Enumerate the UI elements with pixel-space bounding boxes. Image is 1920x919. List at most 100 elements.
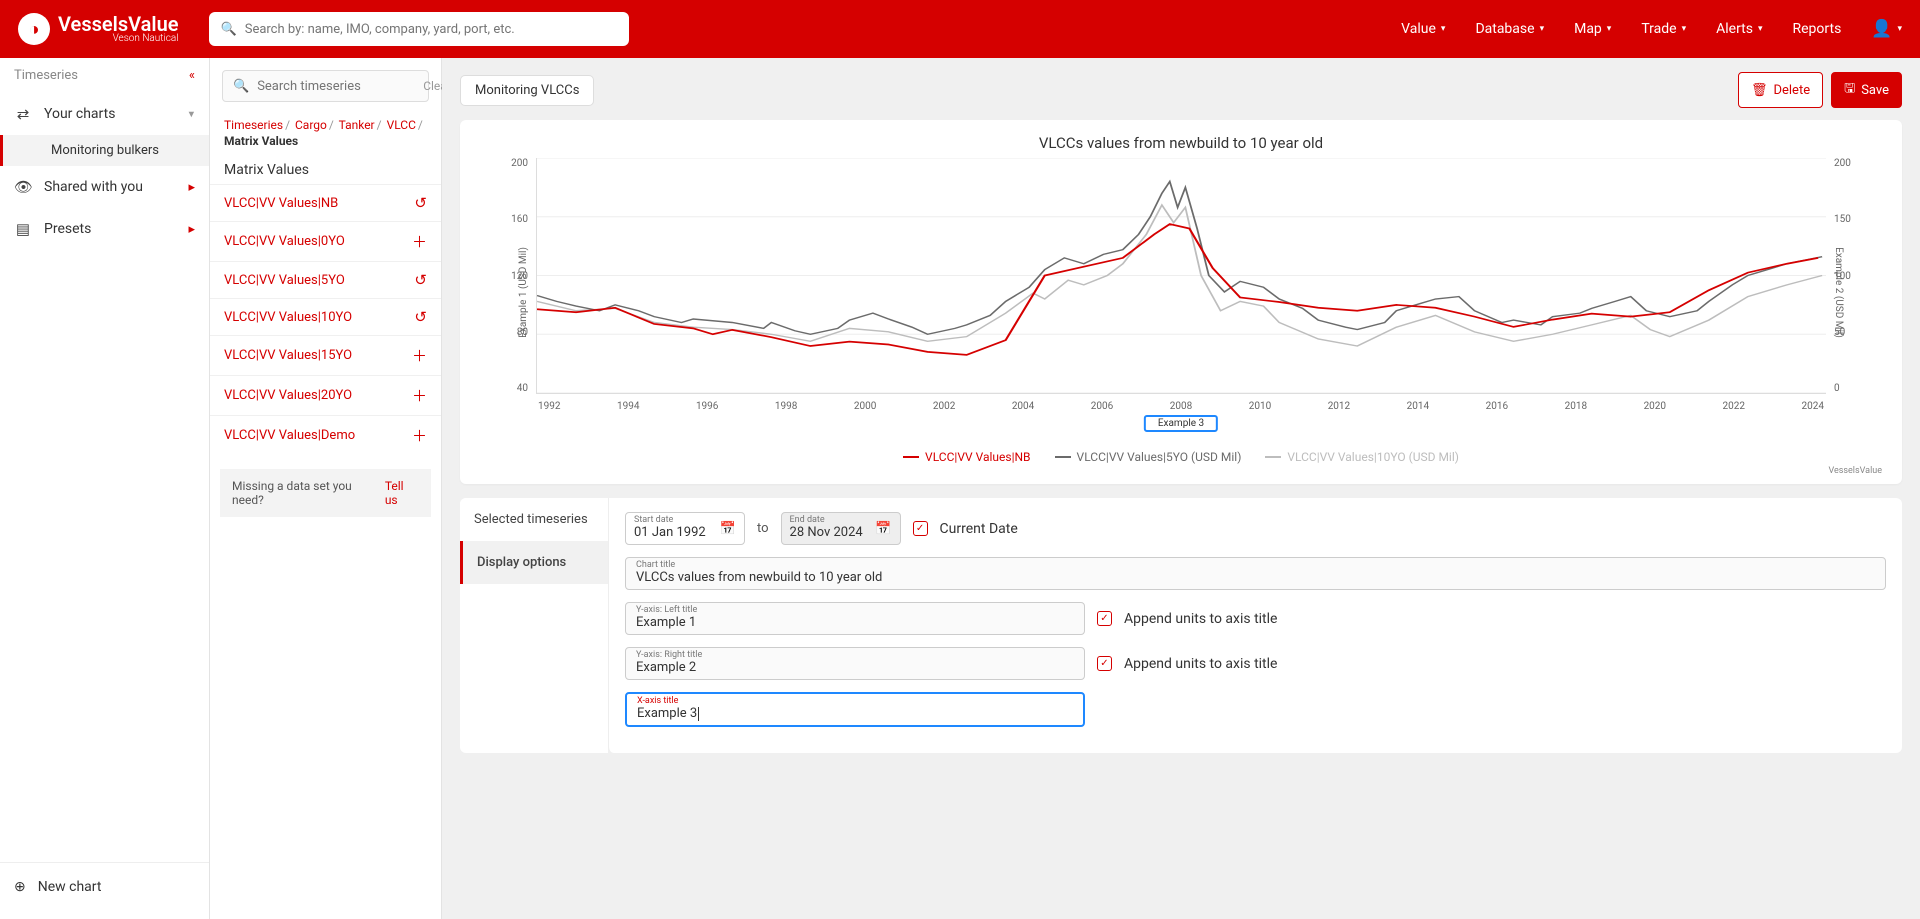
- series-row[interactable]: VLCC|VV Values|10YO ↺: [210, 298, 441, 335]
- series-label: VLCC|VV Values|10YO: [224, 310, 352, 325]
- series-list: VLCC|VV Values|NB↺VLCC|VV Values|0YO＋VLC…: [210, 184, 441, 455]
- search-icon: 🔍: [221, 22, 237, 37]
- append-units-left-checkbox[interactable]: ✓: [1097, 611, 1112, 626]
- nav-alerts[interactable]: Alerts▾: [1716, 21, 1762, 37]
- legend-label: VLCC|VV Values|NB: [925, 450, 1031, 464]
- chevron-down-icon: ▾: [1758, 24, 1763, 34]
- chart-legend: VLCC|VV Values|NB VLCC|VV Values|5YO (USD…: [480, 450, 1882, 464]
- legend-label: VLCC|VV Values|5YO (USD Mil): [1077, 450, 1242, 464]
- rail-presets[interactable]: ▤ Presets ▸: [0, 208, 209, 250]
- content-area: Monitoring VLCCs 🗑Delete 🖫Save VLCCs val…: [442, 58, 1920, 919]
- chevron-down-icon: ▾: [1682, 24, 1687, 34]
- x-axis-title-field[interactable]: X-axis title Example 3: [625, 692, 1085, 727]
- tab-display-options[interactable]: Display options: [460, 541, 608, 584]
- tab-selected-timeseries[interactable]: Selected timeseries: [460, 498, 608, 541]
- save-icon: 🖫: [1844, 79, 1855, 101]
- chevron-down-icon: ▾: [1441, 24, 1446, 34]
- x-axis-title-chip: Example 3: [1144, 415, 1218, 432]
- crumb-current: Matrix Values: [224, 134, 427, 148]
- chevron-down-icon: ▾: [1897, 24, 1902, 34]
- collapse-icon[interactable]: «: [189, 68, 195, 83]
- global-search-input[interactable]: [245, 22, 617, 37]
- search-icon: 🔍: [233, 79, 249, 94]
- plus-icon[interactable]: ＋: [412, 425, 427, 446]
- top-bar: ◑ VesselsValue Veson Nautical 🔍 Value▾ D…: [0, 0, 1920, 58]
- tell-us-link[interactable]: Tell us: [385, 479, 419, 507]
- options-tabs: Selected timeseries Display options: [460, 498, 608, 753]
- nav-trade[interactable]: Trade▾: [1641, 21, 1686, 37]
- legend-label: VLCC|VV Values|10YO (USD Mil): [1287, 450, 1459, 464]
- series-label: VLCC|VV Values|20YO: [224, 388, 352, 403]
- legend-swatch: [903, 456, 919, 458]
- new-chart-button[interactable]: ⊕ New chart: [0, 862, 209, 919]
- series-row[interactable]: VLCC|VV Values|20YO ＋: [210, 375, 441, 415]
- chevron-down-icon: ▸: [186, 111, 199, 117]
- series-row[interactable]: VLCC|VV Values|Demo＋: [210, 415, 441, 455]
- left-rail: Timeseries « ⇄ Your charts ▸ Monitoring …: [0, 58, 210, 919]
- undo-icon[interactable]: ↺: [414, 271, 427, 289]
- chart-credit: VesselsValue: [480, 466, 1882, 476]
- crumb[interactable]: VLCC: [387, 118, 416, 132]
- save-button[interactable]: 🖫Save: [1831, 72, 1902, 108]
- legend-item[interactable]: VLCC|VV Values|5YO (USD Mil): [1055, 450, 1242, 464]
- plus-icon[interactable]: ＋: [412, 345, 427, 366]
- series-label: VLCC|VV Values|NB: [224, 196, 338, 211]
- series-label: VLCC|VV Values|0YO: [224, 234, 345, 249]
- legend-item[interactable]: VLCC|VV Values|10YO (USD Mil): [1265, 450, 1459, 464]
- delete-button[interactable]: 🗑Delete: [1738, 72, 1823, 108]
- undo-icon[interactable]: ↺: [414, 308, 427, 326]
- series-section-title: Matrix Values: [210, 150, 441, 184]
- user-menu[interactable]: 👤▾: [1871, 19, 1902, 39]
- current-date-checkbox[interactable]: ✓: [913, 521, 928, 536]
- series-panel: 🔍 Clear Timeseries/ Cargo/ Tanker/ VLCC/…: [210, 58, 442, 919]
- chart-plot[interactable]: [536, 158, 1826, 394]
- x-axis-ticks: 1992199419961998200020022004200620082010…: [536, 401, 1826, 412]
- user-icon: 👤: [1871, 19, 1892, 39]
- calendar-icon: 📅: [720, 521, 736, 536]
- series-row[interactable]: VLCC|VV Values|0YO ＋: [210, 221, 441, 261]
- trash-icon: 🗑: [1751, 83, 1768, 98]
- nav-map[interactable]: Map▾: [1574, 21, 1611, 37]
- series-row[interactable]: VLCC|VV Values|15YO＋: [210, 335, 441, 375]
- series-search-input[interactable]: [257, 79, 423, 94]
- chart-card: VLCCs values from newbuild to 10 year ol…: [460, 120, 1902, 484]
- y-right-ticks: 200150100500: [1830, 158, 1858, 394]
- series-search[interactable]: 🔍 Clear: [222, 70, 429, 102]
- append-units-right-checkbox[interactable]: ✓: [1097, 656, 1112, 671]
- chart-title-field[interactable]: Chart title VLCCs values from newbuild t…: [625, 557, 1886, 590]
- list-icon: ▤: [14, 220, 32, 238]
- global-search[interactable]: 🔍: [209, 12, 629, 46]
- start-date-field[interactable]: Start date 01 Jan 1992 📅: [625, 512, 745, 545]
- rail-your-charts[interactable]: ⇄ Your charts ▸: [0, 93, 209, 135]
- y-right-title-field[interactable]: Y-axis: Right title Example 2: [625, 647, 1085, 680]
- content-toolbar: Monitoring VLCCs 🗑Delete 🖫Save: [460, 72, 1902, 108]
- logo-icon: ◑: [18, 13, 50, 45]
- options-body: Start date 01 Jan 1992 📅 to End date 28 …: [608, 498, 1902, 753]
- plus-icon[interactable]: ＋: [412, 231, 427, 252]
- swap-icon: ⇄: [14, 105, 32, 123]
- rail-monitoring-bulkers[interactable]: Monitoring bulkers: [0, 135, 209, 166]
- nav-database[interactable]: Database▾: [1475, 21, 1544, 37]
- y-left-title-field[interactable]: Y-axis: Left title Example 1: [625, 602, 1085, 635]
- crumb[interactable]: Cargo: [295, 118, 327, 132]
- crumb[interactable]: Timeseries: [224, 118, 283, 132]
- plus-circle-icon: ⊕: [14, 879, 26, 895]
- crumb[interactable]: Tanker: [339, 118, 375, 132]
- chart-svg: [537, 158, 1826, 393]
- nav-reports[interactable]: Reports: [1793, 21, 1842, 37]
- series-label: VLCC|VV Values|5YO: [224, 273, 345, 288]
- chevron-right-icon: ▸: [188, 222, 195, 237]
- y-left-ticks: 2001601208040: [504, 158, 532, 394]
- undo-icon[interactable]: ↺: [414, 194, 427, 212]
- logo[interactable]: ◑ VesselsValue Veson Nautical: [18, 13, 179, 45]
- breadcrumb: Timeseries/ Cargo/ Tanker/ VLCC/ Matrix …: [210, 114, 441, 150]
- nav-value[interactable]: Value▾: [1401, 21, 1445, 37]
- chart-tab[interactable]: Monitoring VLCCs: [460, 75, 594, 106]
- chevron-down-icon: ▾: [1540, 24, 1545, 34]
- rail-shared[interactable]: 👁 Shared with you ▸: [0, 166, 209, 208]
- legend-item[interactable]: VLCC|VV Values|NB: [903, 450, 1031, 464]
- brand-name: VesselsValue: [58, 14, 179, 34]
- series-row[interactable]: VLCC|VV Values|5YO ↺: [210, 261, 441, 298]
- plus-icon[interactable]: ＋: [412, 385, 427, 406]
- series-row[interactable]: VLCC|VV Values|NB ↺: [210, 184, 441, 221]
